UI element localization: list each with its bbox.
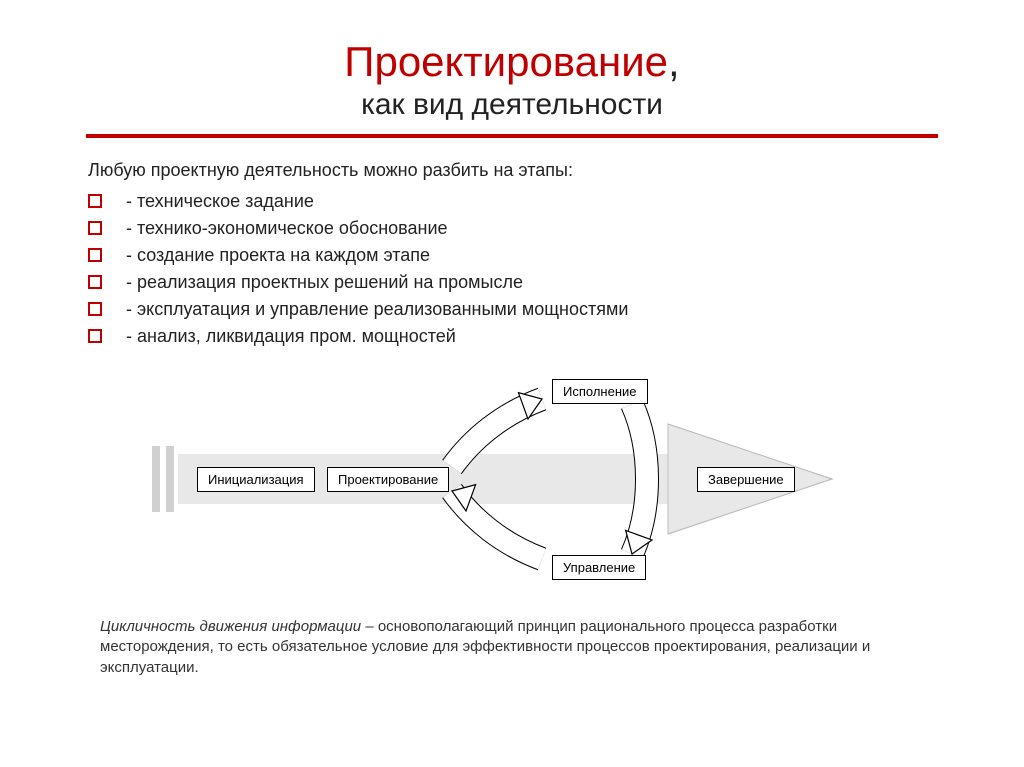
footer-em: Цикличность движения информации –	[100, 618, 374, 635]
bullet-text: - эксплуатация и управление реализованны…	[126, 299, 628, 320]
intro-text: Любую проектную деятельность можно разби…	[88, 160, 936, 181]
bullet-item: - технико-экономическое обоснование	[88, 218, 936, 239]
bullet-list: - техническое задание - технико-экономиче…	[88, 191, 936, 347]
bullet-item: - реализация проектных решений на промыс…	[88, 272, 936, 293]
footer-note: Цикличность движения информации – осново…	[0, 599, 1024, 678]
bullet-text: - технико-экономическое обоснование	[126, 218, 448, 239]
bullet-item: - анализ, ликвидация пром. мощностей	[88, 326, 936, 347]
bullet-item: - создание проекта на каждом этапе	[88, 245, 936, 266]
flow-node-finish: Завершение	[697, 467, 795, 492]
bullet-item: - эксплуатация и управление реализованны…	[88, 299, 936, 320]
flow-diagram: Инициализация Проектирование Исполнение Упр…	[132, 359, 892, 599]
title-block: Проектирование, как вид деятельности	[0, 0, 1024, 138]
title-main: Проектирование	[344, 38, 668, 85]
title-sub: как вид деятельности	[0, 88, 1024, 122]
bullet-text: - техническое задание	[126, 191, 314, 212]
flow-node-design: Проектирование	[327, 467, 449, 492]
bullet-square-icon	[88, 329, 102, 343]
title-comma: ,	[668, 38, 680, 85]
bullet-text: - анализ, ликвидация пром. мощностей	[126, 326, 456, 347]
bullet-square-icon	[88, 221, 102, 235]
bullet-square-icon	[88, 275, 102, 289]
flow-node-exec: Исполнение	[552, 379, 648, 404]
bullet-square-icon	[88, 248, 102, 262]
bullet-text: - создание проекта на каждом этапе	[126, 245, 430, 266]
content: Любую проектную деятельность можно разби…	[0, 138, 1024, 347]
bullet-square-icon	[88, 194, 102, 208]
bullet-text: - реализация проектных решений на промыс…	[126, 272, 523, 293]
bullet-square-icon	[88, 302, 102, 316]
bullet-item: - техническое задание	[88, 191, 936, 212]
flow-node-init: Инициализация	[197, 467, 315, 492]
flow-node-manage: Управление	[552, 555, 646, 580]
